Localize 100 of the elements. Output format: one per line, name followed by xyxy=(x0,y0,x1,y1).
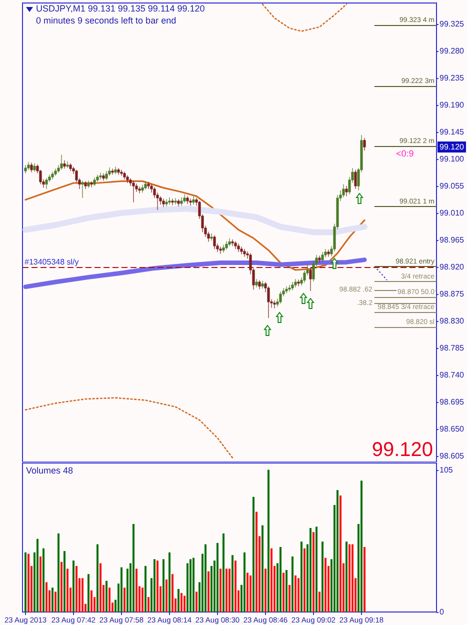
candlestick xyxy=(321,252,324,262)
bar xyxy=(346,542,348,612)
candlestick xyxy=(318,255,321,264)
bar xyxy=(192,558,194,612)
bar xyxy=(268,470,270,612)
candlestick xyxy=(243,248,246,258)
y-tick-label: 99.190 xyxy=(440,100,465,110)
candlestick xyxy=(93,177,96,186)
bar xyxy=(100,563,102,612)
candlestick xyxy=(96,174,99,182)
bar xyxy=(228,568,230,612)
bar xyxy=(288,584,290,612)
bar xyxy=(168,552,170,612)
chart-title: Volumes 48 xyxy=(26,466,74,476)
candlestick xyxy=(363,138,366,151)
candlestick xyxy=(342,184,345,198)
candlestick xyxy=(114,166,117,174)
y-tick-label: 99.325 xyxy=(440,20,465,28)
candlestick xyxy=(261,280,264,289)
y-tick-label: 105 xyxy=(440,465,454,474)
bar xyxy=(124,588,126,612)
candlestick xyxy=(84,180,87,190)
candlestick xyxy=(87,180,90,188)
bar xyxy=(190,559,192,612)
bar xyxy=(246,572,248,612)
bar xyxy=(46,582,48,612)
candlestick xyxy=(255,278,258,288)
bar xyxy=(364,546,366,612)
y-tick-label: 98.695 xyxy=(440,398,465,406)
candlestick xyxy=(165,198,168,207)
bar xyxy=(208,571,210,612)
bar xyxy=(220,568,222,612)
bar xyxy=(24,552,26,612)
bar xyxy=(180,593,182,612)
candlestick xyxy=(324,248,327,258)
candlestick xyxy=(168,197,171,205)
bar xyxy=(52,588,54,612)
bar xyxy=(322,542,324,612)
y-tick-label: 0 xyxy=(440,608,444,616)
annotation: 99.120 xyxy=(372,439,433,461)
bar xyxy=(216,542,218,612)
candlestick xyxy=(183,194,186,204)
candlestick xyxy=(51,171,54,180)
bar xyxy=(120,567,122,612)
candlestick xyxy=(231,239,234,246)
y-tick-label: 98.830 xyxy=(440,316,465,326)
candlestick xyxy=(111,168,114,175)
bar xyxy=(336,490,338,612)
bar xyxy=(318,592,320,612)
bar xyxy=(250,575,252,612)
bar xyxy=(60,562,62,612)
bar xyxy=(108,588,110,612)
bar xyxy=(234,560,236,612)
bar xyxy=(132,524,134,612)
bar xyxy=(286,570,288,612)
bar xyxy=(66,568,68,612)
bar xyxy=(316,526,318,612)
bar xyxy=(82,578,84,612)
bar xyxy=(166,579,168,612)
candlestick xyxy=(138,186,141,194)
bar xyxy=(294,575,296,612)
candlestick xyxy=(186,196,189,204)
bar xyxy=(348,544,350,612)
bar xyxy=(232,555,234,612)
bar xyxy=(72,560,74,612)
bar xyxy=(96,544,98,612)
candlestick xyxy=(30,162,33,172)
bar xyxy=(310,528,312,612)
candlestick xyxy=(147,182,150,190)
candlestick xyxy=(126,174,129,184)
candlestick xyxy=(327,249,330,258)
candlestick xyxy=(60,154,63,170)
bar xyxy=(298,578,300,612)
candlestick xyxy=(258,280,261,290)
bar xyxy=(136,568,138,612)
candlestick xyxy=(237,243,240,252)
bar xyxy=(280,546,282,612)
bar xyxy=(270,548,272,612)
candlestick xyxy=(33,162,36,172)
bar xyxy=(282,572,284,612)
candlestick xyxy=(354,170,357,190)
bar xyxy=(262,525,264,612)
candlestick xyxy=(267,286,270,318)
candlestick xyxy=(102,173,105,181)
candlestick xyxy=(309,268,312,292)
candlestick xyxy=(144,180,147,190)
bar xyxy=(106,580,108,612)
bar xyxy=(88,574,90,612)
bar xyxy=(312,532,314,612)
bar xyxy=(28,554,30,612)
chart-title: USDJPY,M1 99.131 99.135 99.114 99.120 xyxy=(36,4,205,14)
y-tick-label: 99.145 xyxy=(440,128,465,136)
bar xyxy=(186,563,188,612)
bar xyxy=(156,560,158,612)
bar xyxy=(58,533,60,612)
bar xyxy=(178,588,180,612)
y-tick-label: 98.920 xyxy=(440,262,465,272)
bar xyxy=(172,574,174,612)
candlestick xyxy=(234,240,237,250)
candlestick xyxy=(285,286,288,294)
